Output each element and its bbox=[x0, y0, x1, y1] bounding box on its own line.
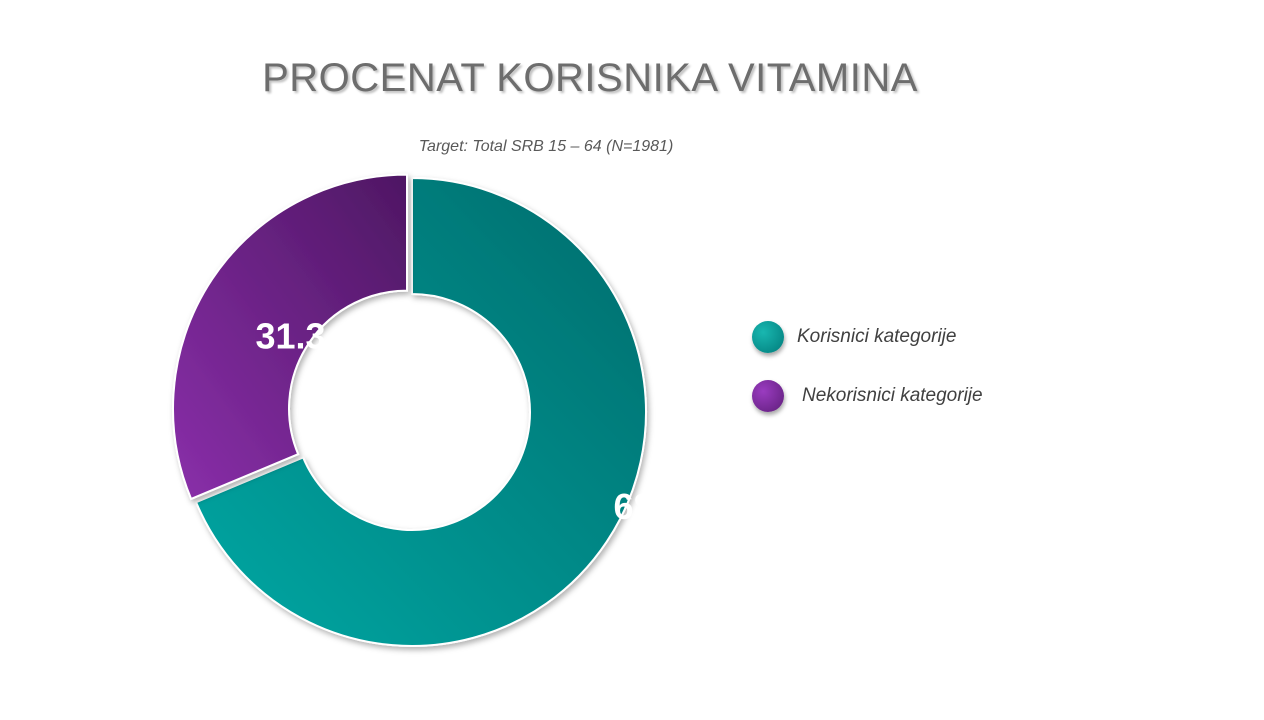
legend-label-korisnici: Korisnici kategorije bbox=[797, 326, 957, 347]
chart-subtitle: Target: Total SRB 15 – 64 (N=1981) bbox=[418, 138, 674, 155]
donut-chart: 68.7 31.3 bbox=[172, 173, 684, 647]
legend-swatch-nekorisnici bbox=[752, 380, 784, 412]
slice-nekorisnici bbox=[172, 173, 409, 501]
legend-swatch-korisnici bbox=[752, 321, 784, 353]
value-label-korisnici: 68.7 bbox=[613, 486, 683, 527]
chart-title: PROCENAT KORISNIKA VITAMINA bbox=[262, 56, 918, 100]
value-label-nekorisnici: 31.3 bbox=[255, 316, 325, 357]
legend-item-korisnici: Korisnici kategorije bbox=[752, 320, 956, 354]
legend-label-nekorisnici: Nekorisnici kategorije bbox=[802, 385, 983, 406]
slice-korisnici bbox=[194, 176, 647, 647]
legend-item-nekorisnici: Nekorisnici kategorije bbox=[752, 379, 983, 413]
